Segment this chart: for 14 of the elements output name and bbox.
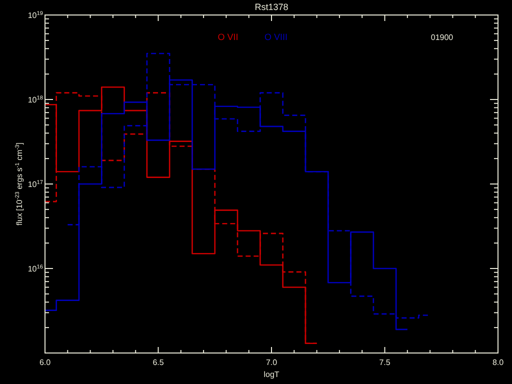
y-tick-label: 10$^{18}$	[28, 96, 43, 104]
y-tick-label: 10$^{16}$	[28, 264, 43, 274]
text: O VIII	[264, 32, 288, 42]
x-tick-label: 6.0	[39, 358, 52, 367]
x-axis-title: logT	[264, 370, 280, 379]
chart-title: Rst1378	[254, 2, 288, 12]
y-tick-label: 10$^{17}$	[28, 180, 43, 189]
annotation: 01900	[430, 33, 454, 42]
x-tick-label: 7.0	[266, 358, 278, 367]
x-tick-label: 6.5	[152, 358, 164, 367]
y-tick-label: 10$^{19}$	[28, 11, 43, 20]
x-tick-label: 8.0	[492, 358, 504, 367]
text: O VII	[218, 32, 238, 42]
x-tick-label: 7.5	[379, 358, 391, 367]
